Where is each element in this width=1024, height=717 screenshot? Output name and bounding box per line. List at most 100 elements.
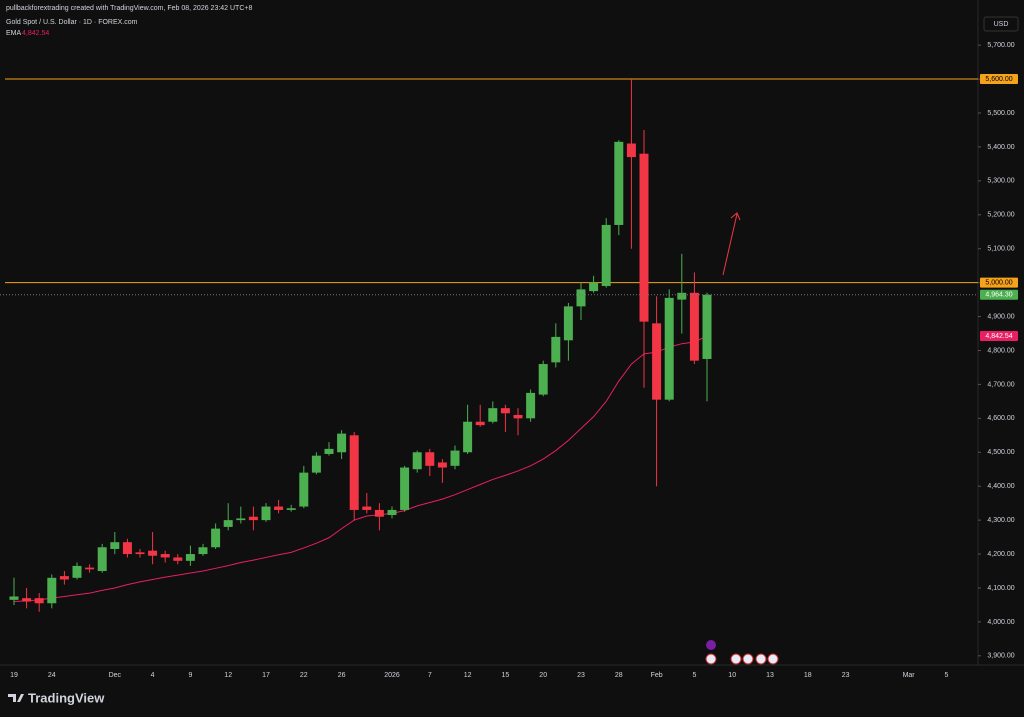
y-tick-label: 5,500.00 xyxy=(987,110,1014,117)
candle-body xyxy=(198,547,208,555)
candle-body xyxy=(236,518,246,521)
brand-name: TradingView xyxy=(28,690,105,705)
x-tick-label: 17 xyxy=(262,672,270,679)
event-icon xyxy=(705,653,717,665)
candle-body xyxy=(400,467,410,510)
level-label: 5,600.00 xyxy=(985,76,1012,83)
y-tick-label: 5,300.00 xyxy=(987,178,1014,185)
candle-body xyxy=(450,450,460,466)
x-tick-label: 22 xyxy=(300,672,308,679)
candle-body xyxy=(324,448,334,454)
candle-body xyxy=(34,598,44,604)
x-tick-label: 5 xyxy=(692,672,696,679)
candle-body xyxy=(59,576,69,580)
x-tick-label: Feb xyxy=(651,672,663,679)
level-label-box xyxy=(980,74,1018,85)
candle-body xyxy=(664,297,674,400)
y-tick-label: 3,900.00 xyxy=(987,653,1014,660)
y-tick-label: 4,700.00 xyxy=(987,381,1014,388)
candle-body xyxy=(551,336,561,363)
candle-body xyxy=(601,224,611,287)
event-icon xyxy=(730,653,742,665)
arrow-head xyxy=(730,212,741,221)
candle-body xyxy=(689,292,699,361)
y-tick-label: 5,100.00 xyxy=(987,246,1014,253)
x-tick-label: 18 xyxy=(804,672,812,679)
candle-body xyxy=(47,577,57,604)
last-price-box xyxy=(980,289,1018,300)
x-tick-label: 5 xyxy=(944,672,948,679)
candle-body xyxy=(374,509,384,517)
event-icons xyxy=(705,640,779,665)
candle-body xyxy=(614,141,624,225)
y-tick-label: 4,600.00 xyxy=(987,415,1014,422)
candle-body xyxy=(513,414,523,419)
x-tick-label: 15 xyxy=(502,672,510,679)
candle-body xyxy=(299,472,309,507)
x-tick-label: 23 xyxy=(577,672,585,679)
ema-line xyxy=(13,335,708,603)
candle-body xyxy=(72,565,82,578)
x-tick-label: 24 xyxy=(48,672,56,679)
candle-body xyxy=(223,520,233,527)
x-tick-label: 9 xyxy=(188,672,192,679)
candle-body xyxy=(173,557,183,561)
candle-body xyxy=(362,506,372,510)
y-tick-label: 4,300.00 xyxy=(987,517,1014,524)
y-tick-label: 4,500.00 xyxy=(987,449,1014,456)
candle-body xyxy=(9,596,19,600)
y-tick-label: 4,100.00 xyxy=(987,585,1014,592)
x-tick-label: 4 xyxy=(151,672,155,679)
x-tick-label: 26 xyxy=(338,672,346,679)
y-tick-label: 4,200.00 xyxy=(987,551,1014,558)
last-price-label: 4,964.30 xyxy=(985,292,1012,299)
x-tick-label: 20 xyxy=(539,672,547,679)
candle-body xyxy=(702,294,712,359)
event-icon xyxy=(706,640,716,650)
candle-body xyxy=(412,452,422,470)
candle-body xyxy=(589,282,599,292)
arrow-line xyxy=(722,213,738,276)
x-tick-label: 23 xyxy=(842,672,850,679)
candle-body xyxy=(135,552,145,555)
candle-body xyxy=(437,462,447,468)
watermark: pullbackforextrading created with Tradin… xyxy=(6,5,252,12)
logo-icon xyxy=(8,694,24,702)
candle-body xyxy=(677,292,687,300)
candle-body xyxy=(563,306,573,341)
candle-body xyxy=(337,433,347,453)
candle-body xyxy=(652,323,662,400)
candle-body xyxy=(387,509,397,516)
candle-body xyxy=(500,408,510,414)
candle-body xyxy=(286,508,296,510)
candle-body xyxy=(311,455,321,473)
currency: USD xyxy=(994,21,1009,28)
ema-legend-name: EMA xyxy=(6,30,22,37)
x-tick-label: Mar xyxy=(903,672,916,679)
event-icon xyxy=(767,653,779,665)
symbol-title: Gold Spot / U.S. Dollar · 1D · FOREX.com xyxy=(6,19,138,26)
candle-body xyxy=(488,408,498,422)
y-tick-label: 4,400.00 xyxy=(987,483,1014,490)
event-icon xyxy=(755,653,767,665)
candle-body xyxy=(425,452,435,466)
x-tick-label: Dec xyxy=(109,672,122,679)
candle-body xyxy=(97,547,107,572)
x-tick-label: 12 xyxy=(464,672,472,679)
ema-price-label: 4,842.54 xyxy=(985,333,1012,340)
x-tick-label: 12 xyxy=(224,672,232,679)
y-tick-label: 4,000.00 xyxy=(987,619,1014,626)
candle-body xyxy=(110,542,120,549)
candle-body xyxy=(639,153,649,322)
candle-body xyxy=(211,528,221,548)
candle-body xyxy=(475,421,485,426)
ema-price-box xyxy=(980,331,1018,342)
y-tick-label: 5,200.00 xyxy=(987,212,1014,219)
currency-box xyxy=(983,16,1019,32)
event-icon xyxy=(742,653,754,665)
candle-body xyxy=(248,516,258,521)
x-tick-label: 19 xyxy=(10,672,18,679)
candle-body xyxy=(626,143,636,158)
